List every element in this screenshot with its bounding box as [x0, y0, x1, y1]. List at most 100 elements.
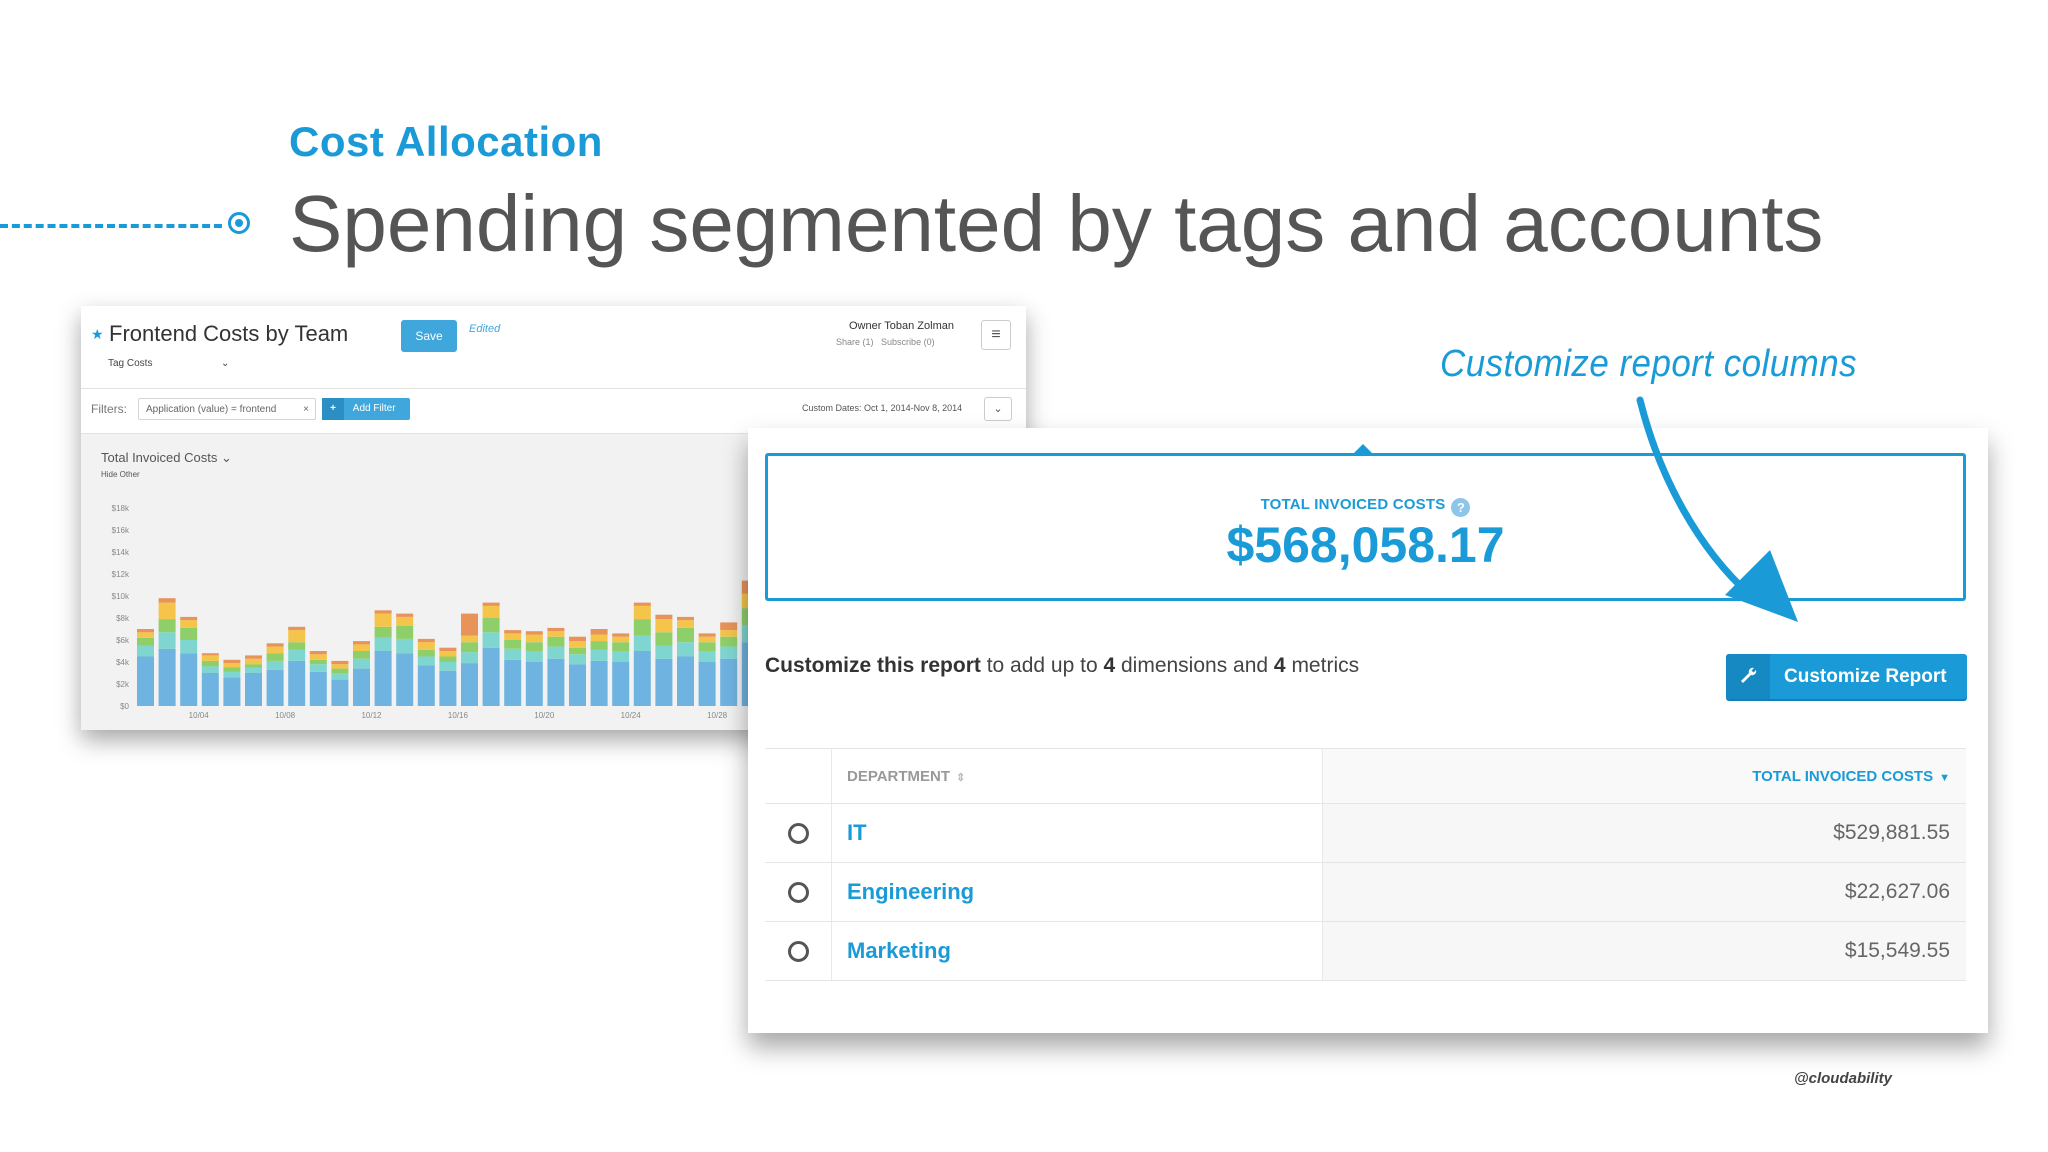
bar-segment[interactable]	[158, 632, 176, 649]
bar-segment[interactable]	[633, 619, 651, 636]
hide-other-toggle[interactable]: Hide Other	[101, 470, 140, 479]
bar-segment[interactable]	[482, 602, 500, 606]
bar-segment[interactable]	[461, 642, 478, 653]
customize-report-button[interactable]: Customize Report	[1726, 654, 1967, 699]
bar-segment[interactable]	[504, 648, 522, 660]
bar-segment[interactable]	[396, 638, 414, 654]
bar-segment[interactable]	[569, 641, 586, 648]
bar-segment[interactable]	[482, 605, 500, 618]
bar-segment[interactable]	[547, 631, 565, 637]
bar-segment[interactable]	[612, 642, 630, 651]
custom-dates[interactable]: Custom Dates: Oct 1, 2014-Nov 8, 2014	[802, 403, 962, 413]
bar-segment[interactable]	[655, 645, 673, 659]
bar-segment[interactable]	[201, 673, 219, 706]
bar-segment[interactable]	[137, 645, 154, 657]
bar-segment[interactable]	[331, 679, 349, 706]
help-icon[interactable]: ?	[1451, 498, 1471, 517]
bar-segment[interactable]	[331, 668, 349, 673]
bar-segment[interactable]	[223, 667, 241, 672]
bar-segment[interactable]	[201, 655, 219, 661]
bar-segment[interactable]	[158, 598, 176, 603]
bar-segment[interactable]	[201, 666, 219, 673]
bar-segment[interactable]	[288, 642, 306, 650]
bar-segment[interactable]	[309, 654, 327, 660]
bar-segment[interactable]	[180, 627, 198, 640]
bar-segment[interactable]	[677, 627, 694, 643]
customize-link[interactable]: Customize this report	[765, 654, 981, 677]
bar-segment[interactable]	[612, 662, 630, 706]
bar-segment[interactable]	[158, 619, 176, 633]
department-link[interactable]: Engineering	[831, 862, 1323, 922]
bar-segment[interactable]	[504, 633, 522, 640]
bar-segment[interactable]	[245, 658, 262, 665]
bar-segment[interactable]	[331, 664, 349, 669]
bar-segment[interactable]	[720, 622, 738, 631]
bar-segment[interactable]	[720, 636, 738, 647]
bar-segment[interactable]	[439, 647, 457, 651]
bar-segment[interactable]	[612, 636, 630, 643]
bar-segment[interactable]	[590, 629, 608, 635]
bar-segment[interactable]	[698, 633, 716, 637]
bar-segment[interactable]	[353, 644, 370, 651]
bar-segment[interactable]	[461, 635, 478, 643]
bar-segment[interactable]	[137, 637, 154, 646]
bar-segment[interactable]	[417, 649, 435, 657]
bar-segment[interactable]	[245, 664, 262, 668]
bar-segment[interactable]	[720, 658, 738, 706]
bar-segment[interactable]	[504, 640, 522, 649]
bar-segment[interactable]	[331, 660, 349, 665]
bar-segment[interactable]	[180, 640, 198, 654]
sort-down-icon[interactable]: ▼	[1939, 771, 1950, 784]
bar-segment[interactable]	[720, 630, 738, 637]
bar-segment[interactable]	[180, 620, 198, 628]
tag-costs-dropdown[interactable]: Tag Costs	[108, 358, 153, 369]
bar-segment[interactable]	[223, 663, 241, 668]
bar-segment[interactable]	[374, 610, 392, 614]
bar-segment[interactable]	[590, 649, 608, 661]
table-row[interactable]: IT $529,881.55	[765, 803, 1966, 863]
bar-segment[interactable]	[353, 658, 370, 669]
bar-segment[interactable]	[633, 635, 651, 651]
bar-segment[interactable]	[266, 660, 284, 670]
bar-segment[interactable]	[396, 616, 414, 626]
bar-segment[interactable]	[288, 649, 306, 661]
bar-segment[interactable]	[180, 653, 198, 706]
bar-segment[interactable]	[223, 677, 241, 706]
bar-segment[interactable]	[677, 620, 694, 628]
bar-segment[interactable]	[720, 646, 738, 659]
bar-segment[interactable]	[396, 625, 414, 639]
bar-segment[interactable]	[504, 659, 522, 706]
sort-icon[interactable]: ⇕	[956, 771, 966, 784]
bar-segment[interactable]	[677, 656, 694, 707]
bar-segment[interactable]	[547, 636, 565, 647]
bar-segment[interactable]	[590, 641, 608, 650]
bar-segment[interactable]	[590, 660, 608, 706]
bar-segment[interactable]	[158, 648, 176, 706]
bar-segment[interactable]	[331, 673, 349, 680]
bar-segment[interactable]	[309, 651, 327, 655]
bar-segment[interactable]	[439, 656, 457, 663]
bar-segment[interactable]	[266, 653, 284, 661]
row-checkbox[interactable]	[787, 940, 809, 962]
bar-segment[interactable]	[547, 646, 565, 659]
bar-segment[interactable]	[201, 660, 219, 667]
bar-segment[interactable]	[655, 614, 673, 620]
bar-segment[interactable]	[353, 641, 370, 645]
bar-segment[interactable]	[374, 637, 392, 651]
bar-segment[interactable]	[309, 659, 327, 665]
bar-segment[interactable]	[482, 632, 500, 648]
bar-segment[interactable]	[266, 669, 284, 706]
department-link[interactable]: Marketing	[831, 921, 1323, 981]
table-row[interactable]: Engineering $22,627.06	[765, 862, 1966, 922]
bar-segment[interactable]	[309, 671, 327, 706]
row-checkbox[interactable]	[787, 881, 809, 903]
bar-segment[interactable]	[525, 662, 543, 706]
bar-segment[interactable]	[180, 616, 198, 621]
bar-segment[interactable]	[698, 636, 716, 643]
bar-segment[interactable]	[137, 656, 154, 707]
bar-segment[interactable]	[677, 642, 694, 657]
bar-segment[interactable]	[461, 652, 478, 664]
header-department[interactable]: DEPARTMENT ⇕	[831, 748, 1323, 804]
chevron-down-icon[interactable]: ⌄	[221, 358, 230, 369]
bar-segment[interactable]	[374, 613, 392, 627]
